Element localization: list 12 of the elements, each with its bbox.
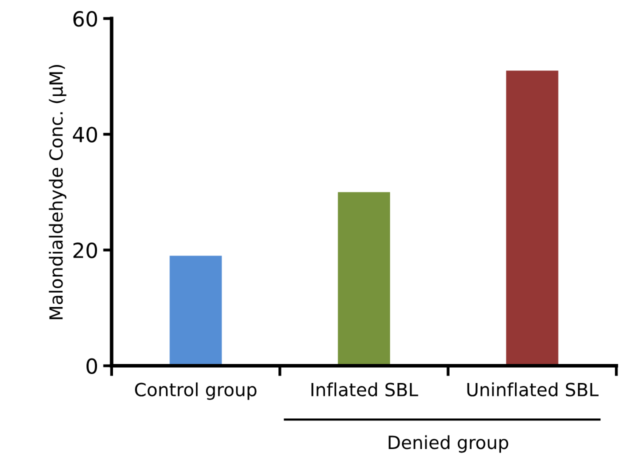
bar <box>170 256 222 366</box>
y-tick-label: 0 <box>86 358 98 374</box>
x-tick-label: Uninflated SBL <box>467 382 599 396</box>
text: Denied group <box>388 435 508 453</box>
bar <box>506 70 558 366</box>
x-tick-label: Inflated SBL <box>311 382 418 396</box>
y-tick-label: 20 <box>73 242 98 258</box>
x-tick-label: Control group <box>135 382 256 400</box>
y-tick-label: 40 <box>72 126 98 142</box>
y-axis-title: Malondialdehyde Conc. (μM) <box>48 65 66 320</box>
y-tick-label: 60 <box>73 10 98 27</box>
bar <box>338 192 390 366</box>
